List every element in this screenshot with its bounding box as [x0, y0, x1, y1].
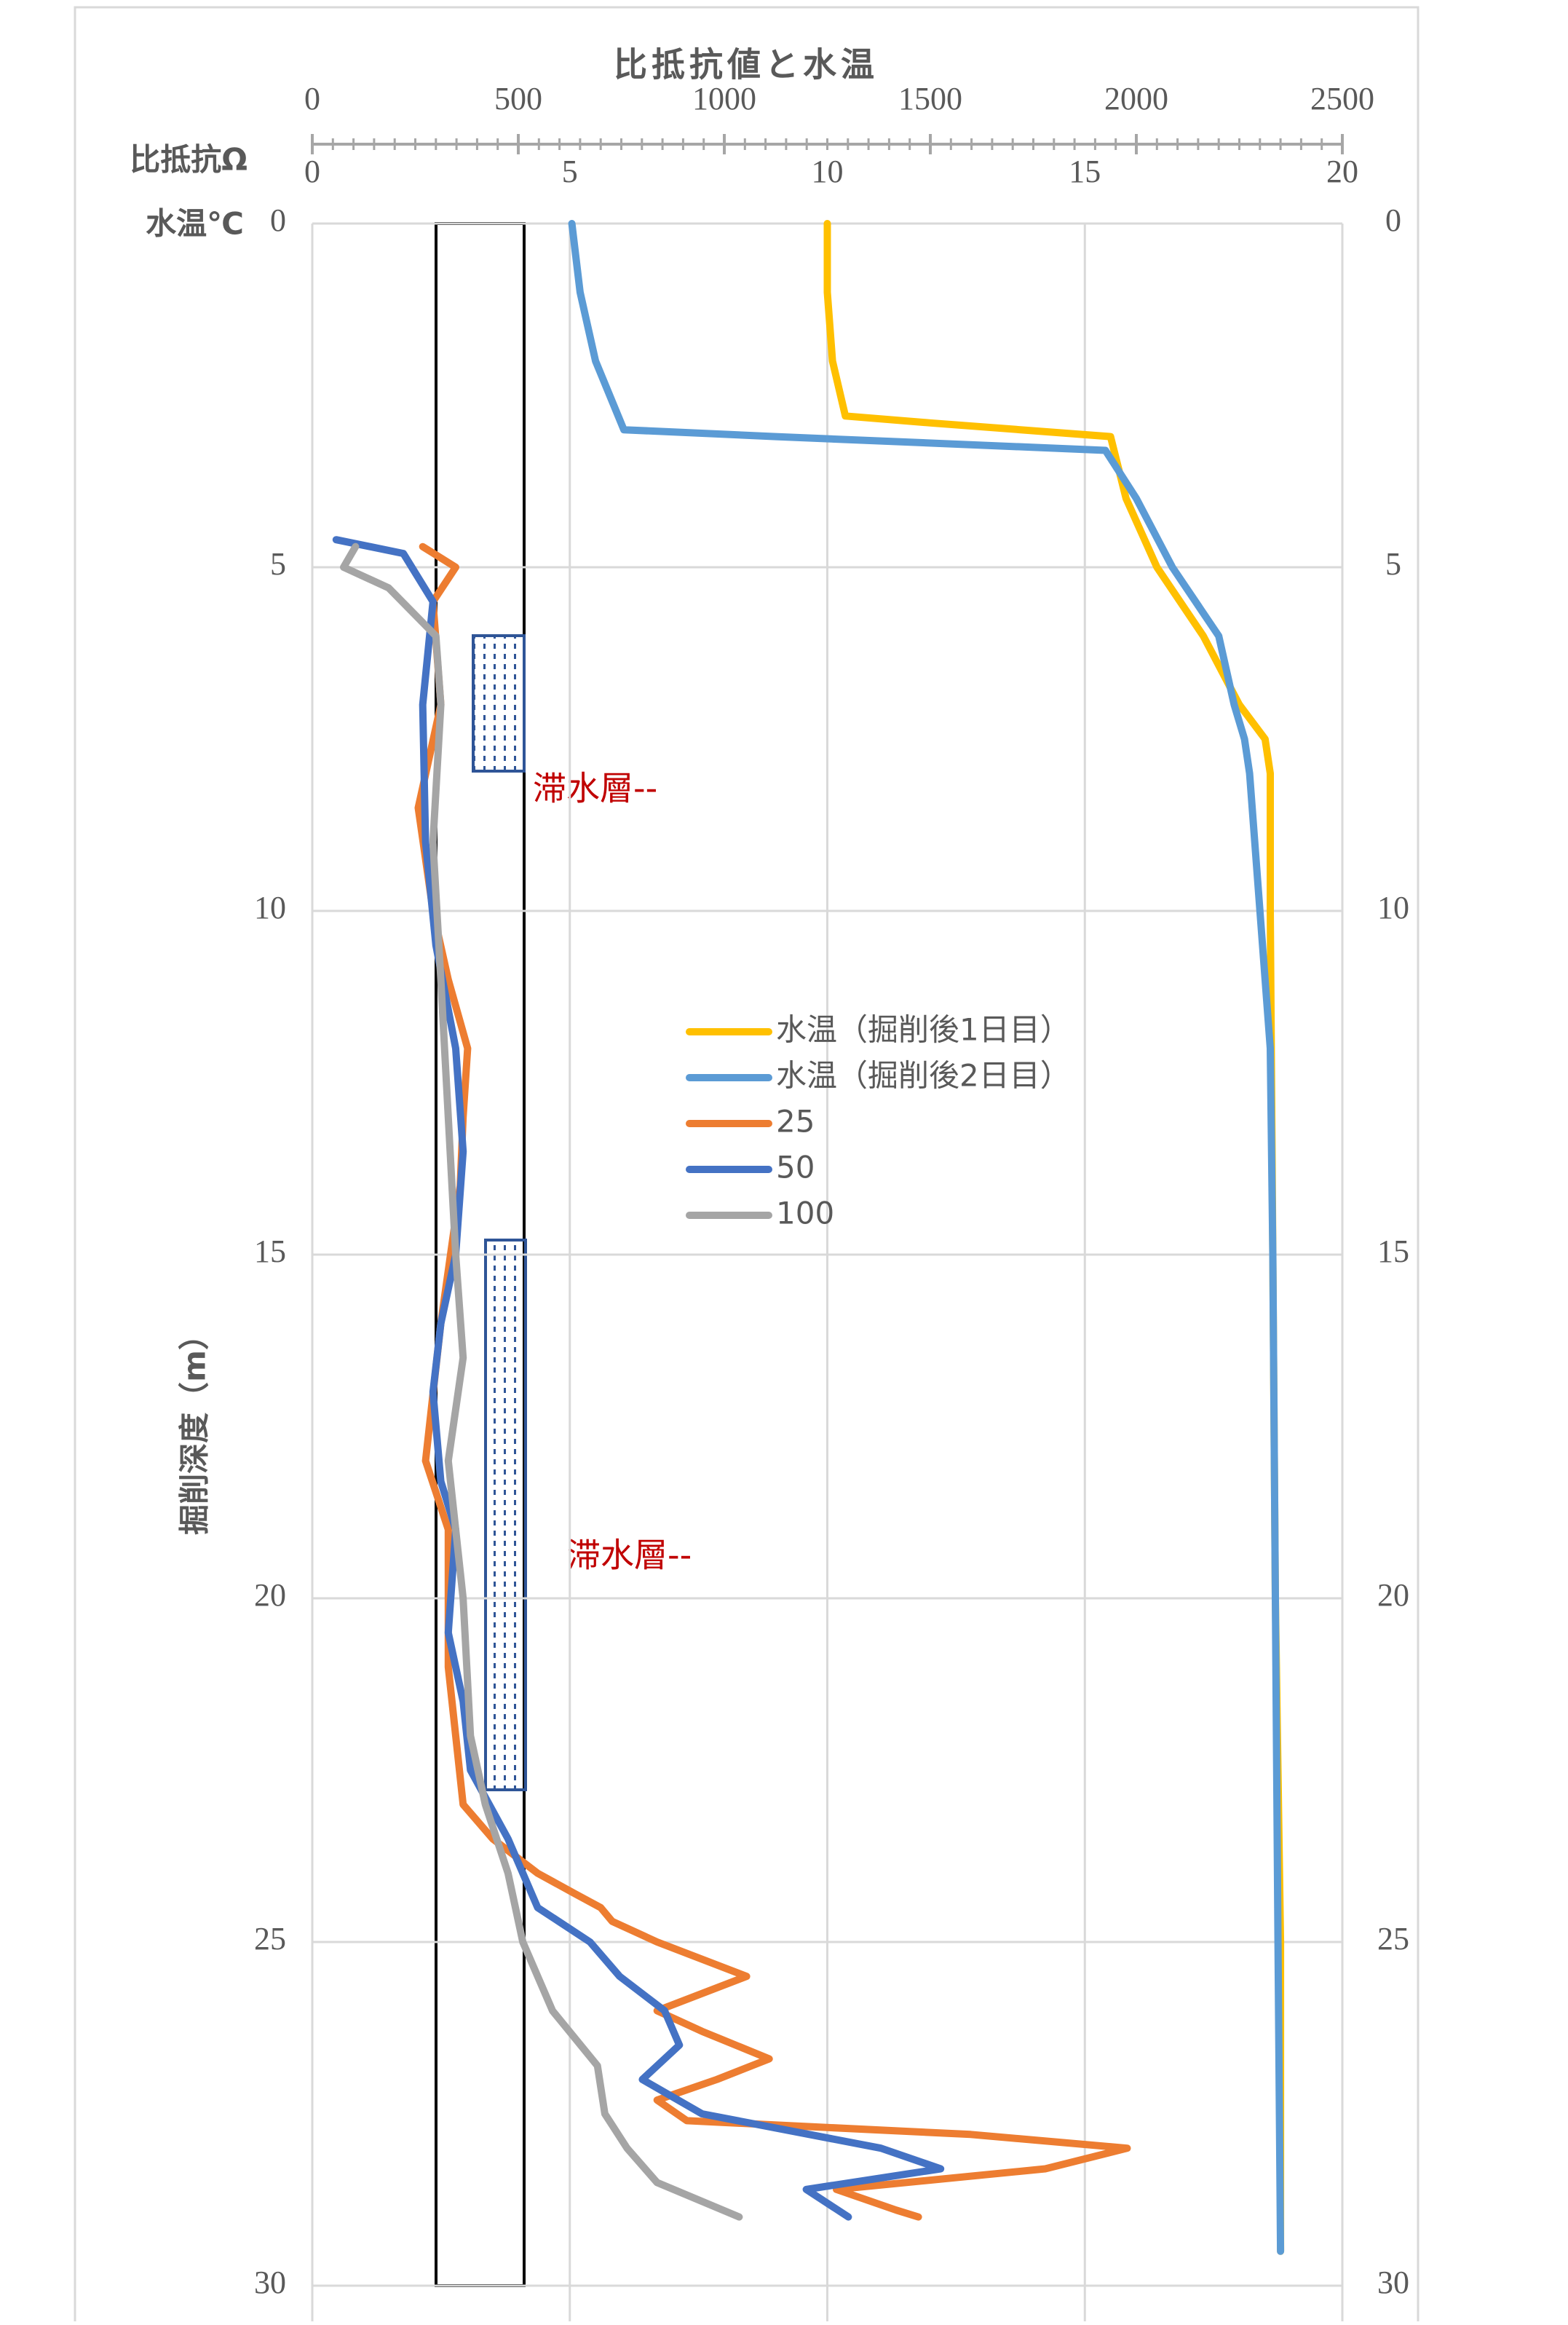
legend-label: 水温（掘削後1日目） [776, 1012, 1071, 1048]
x-axis-label: 比抵抗Ω [130, 142, 248, 178]
aquifer-box [484, 1239, 527, 1791]
y-tick-label: 10 [1377, 890, 1409, 925]
annotation: 滞水層-- [567, 1536, 692, 1575]
x2-axis-label: 水温℃ [146, 206, 244, 242]
annotation: 滞水層-- [533, 769, 657, 808]
y-tick-label: 20 [254, 1577, 286, 1613]
y-tick-label: 0 [270, 202, 286, 238]
y-axis-label: 掘削深度（m） [177, 1319, 213, 1535]
series-line [823, 220, 1285, 2255]
x-tick-label: 2500 [1310, 81, 1374, 117]
x-tick-label: 1500 [898, 81, 962, 117]
legend-label: 25 [776, 1104, 815, 1140]
x2-tick-label: 0 [304, 154, 320, 189]
x-tick-label: 2000 [1104, 81, 1168, 117]
x-tick-label: 0 [304, 81, 320, 117]
x2-tick-label: 20 [1326, 154, 1358, 189]
y-tick-label: 25 [254, 1921, 286, 1957]
series-line [332, 536, 945, 2221]
y-tick-label: 10 [254, 890, 286, 925]
x-tick-label: 500 [494, 81, 542, 117]
x2-tick-label: 15 [1069, 154, 1101, 189]
legend-label: 水温（掘削後2日目） [776, 1058, 1071, 1094]
y-tick-label: 15 [1377, 1233, 1409, 1269]
y-tick-label: 30 [254, 2265, 286, 2300]
legend-label: 50 [776, 1150, 815, 1185]
y-tick-label: 20 [1377, 1577, 1409, 1613]
y-tick-label: 0 [1385, 202, 1401, 238]
series-line [568, 220, 1285, 2255]
x2-tick-label: 10 [812, 154, 844, 189]
series-line [340, 542, 743, 2221]
y-tick-label: 15 [254, 1233, 286, 1269]
frame [74, 6, 1419, 2325]
aquifer-box [472, 634, 526, 773]
y-tick-label: 30 [1377, 2265, 1409, 2300]
chart-title: 比抵抗値と水温 [614, 45, 879, 84]
legend-label: 100 [776, 1196, 834, 1231]
y-tick-label: 5 [1385, 546, 1401, 582]
x2-tick-label: 5 [562, 154, 578, 189]
y-tick-label: 5 [270, 546, 286, 582]
grid [311, 222, 1344, 2321]
y-tick-label: 25 [1377, 1921, 1409, 1957]
x-tick-label: 1000 [692, 81, 756, 117]
